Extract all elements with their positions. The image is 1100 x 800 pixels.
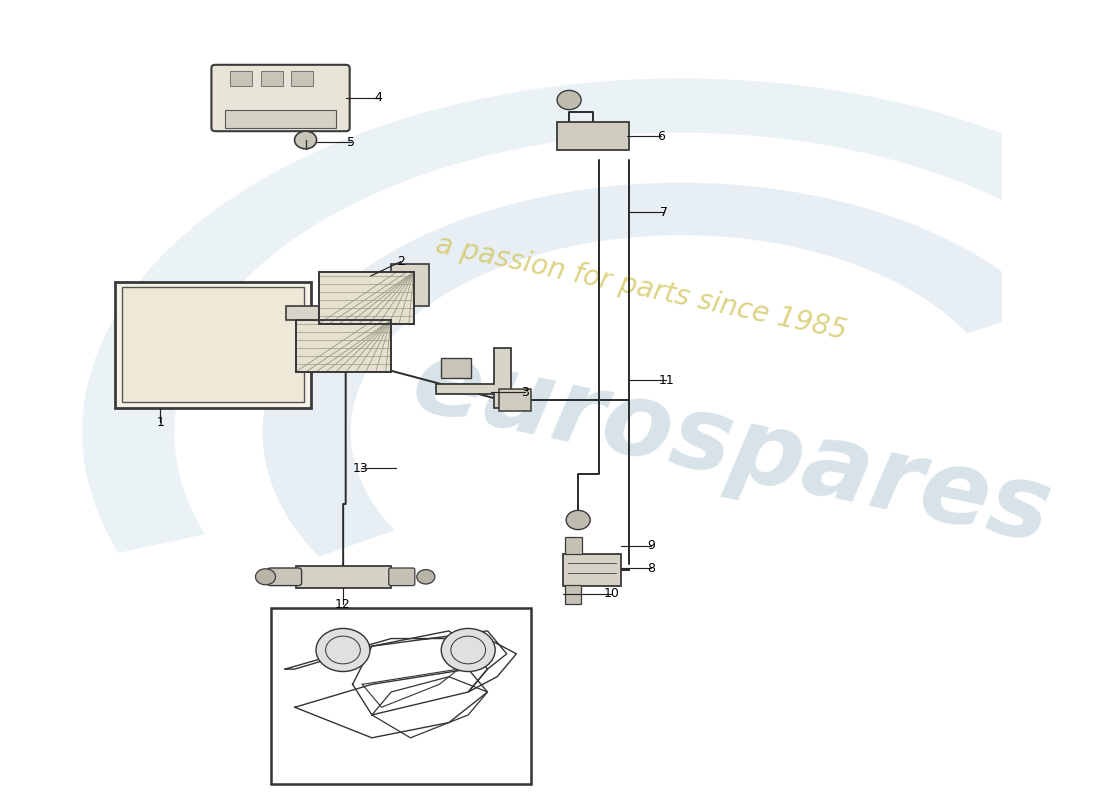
FancyBboxPatch shape: [122, 287, 304, 402]
FancyBboxPatch shape: [296, 566, 390, 588]
Text: a passion for parts since 1985: a passion for parts since 1985: [433, 230, 849, 346]
FancyBboxPatch shape: [319, 272, 414, 324]
FancyBboxPatch shape: [563, 554, 622, 586]
Text: 2: 2: [397, 255, 405, 268]
Text: 13: 13: [353, 462, 369, 474]
Text: 10: 10: [603, 587, 619, 600]
FancyBboxPatch shape: [388, 568, 415, 586]
Circle shape: [417, 570, 434, 584]
Text: 12: 12: [334, 598, 351, 610]
Polygon shape: [286, 264, 429, 320]
Text: 11: 11: [659, 374, 674, 386]
Text: 5: 5: [346, 136, 354, 149]
FancyBboxPatch shape: [296, 320, 390, 372]
Text: eurospares: eurospares: [404, 331, 1059, 565]
Text: 8: 8: [647, 562, 656, 574]
Circle shape: [566, 510, 591, 530]
Text: 1: 1: [156, 416, 164, 429]
FancyBboxPatch shape: [211, 65, 350, 131]
Text: 4: 4: [375, 91, 383, 104]
FancyBboxPatch shape: [271, 608, 531, 784]
Circle shape: [441, 629, 495, 671]
Polygon shape: [82, 78, 1100, 553]
Text: 6: 6: [658, 130, 666, 142]
Circle shape: [255, 569, 275, 585]
FancyBboxPatch shape: [261, 71, 283, 86]
Circle shape: [295, 131, 317, 149]
Polygon shape: [436, 348, 512, 408]
Text: 9: 9: [647, 539, 656, 552]
FancyBboxPatch shape: [231, 71, 253, 86]
FancyBboxPatch shape: [116, 282, 310, 408]
Text: 3: 3: [521, 386, 529, 398]
FancyBboxPatch shape: [267, 568, 301, 586]
Text: 7: 7: [660, 206, 669, 218]
Polygon shape: [263, 182, 1044, 557]
Circle shape: [557, 90, 581, 110]
FancyBboxPatch shape: [565, 585, 581, 604]
FancyBboxPatch shape: [499, 389, 531, 411]
Circle shape: [316, 629, 370, 671]
FancyBboxPatch shape: [226, 110, 336, 128]
FancyBboxPatch shape: [565, 537, 582, 554]
FancyBboxPatch shape: [441, 358, 471, 378]
FancyBboxPatch shape: [290, 71, 312, 86]
FancyBboxPatch shape: [557, 122, 629, 150]
